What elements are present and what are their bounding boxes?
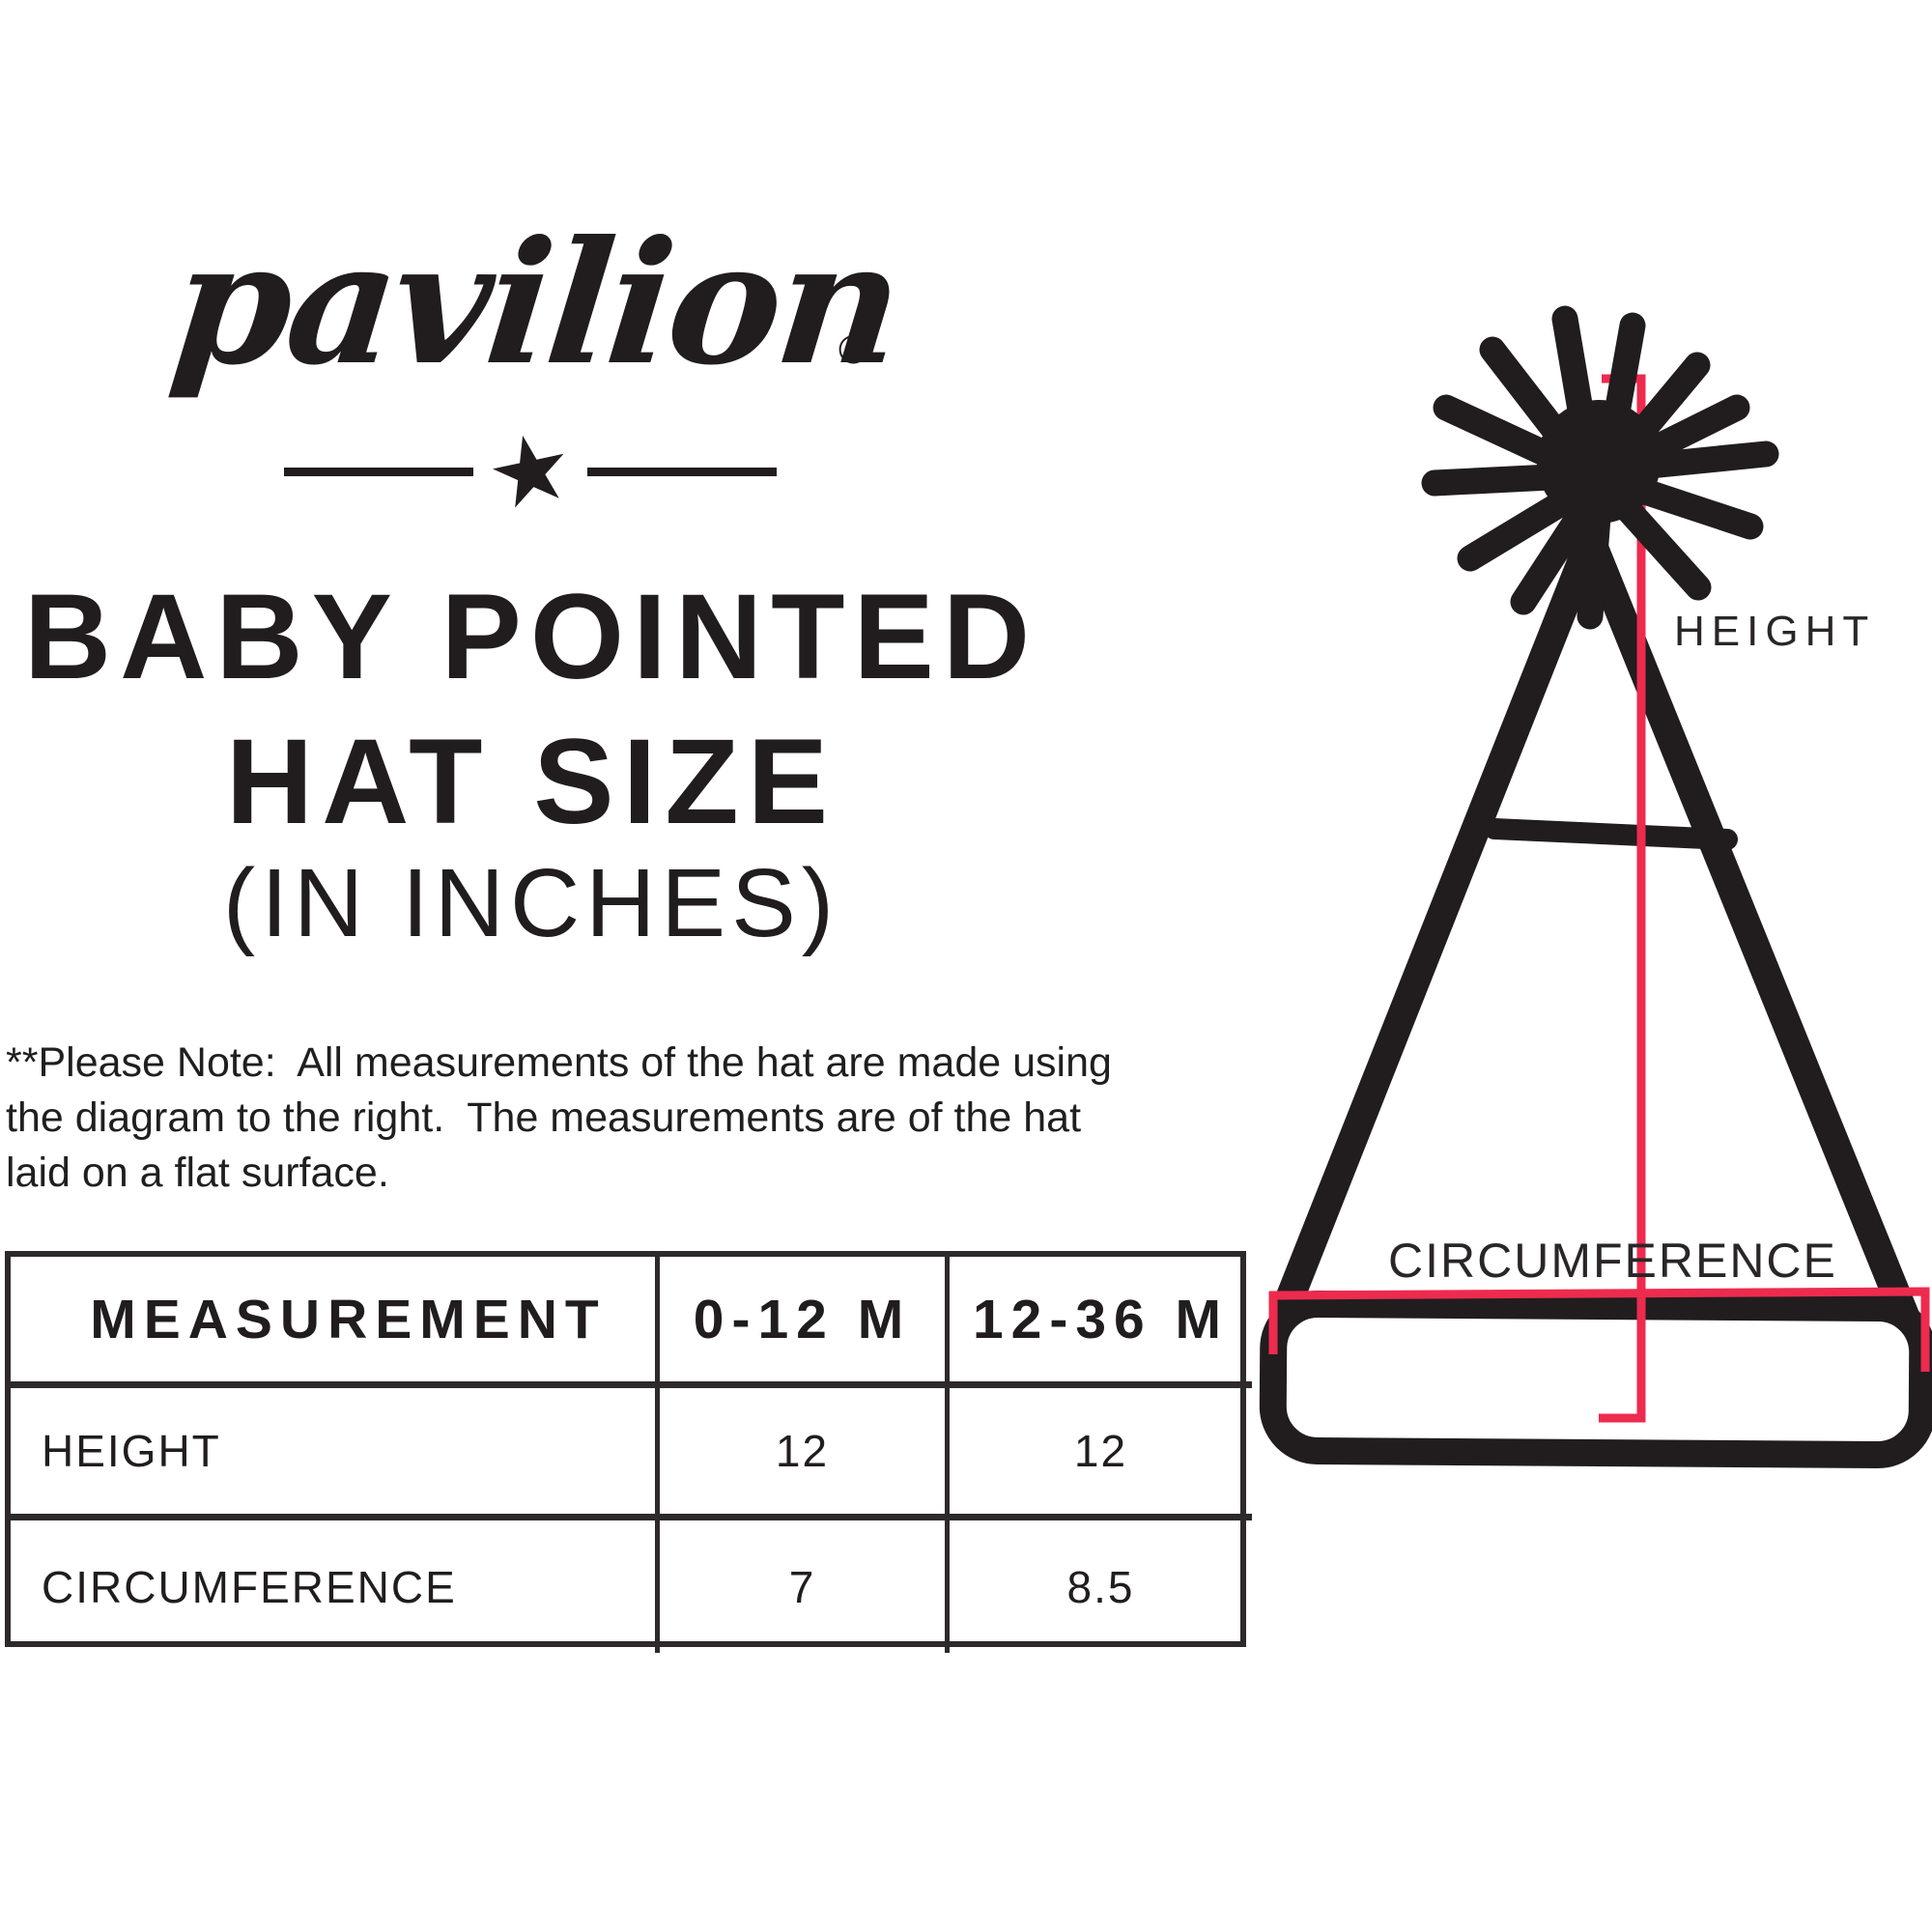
table-header-12-36m: 12-36 M	[950, 1257, 1252, 1388]
page-title: BABY POINTED HAT SIZE	[0, 565, 1063, 855]
note-line2: the diagram to the right. The measuremen…	[6, 1094, 1082, 1141]
table-header-measurement: MEASUREMENT	[11, 1257, 660, 1388]
note-line1: **Please Note: All measurements of the h…	[6, 1039, 1112, 1086]
registered-trademark-icon: ®	[838, 327, 868, 372]
pom-pom-icon	[1421, 305, 1779, 630]
page-title-line1: BABY POINTED	[23, 570, 1039, 704]
logo-rule-right	[586, 467, 777, 476]
table-row-height-value-12-36m: 12	[950, 1388, 1252, 1520]
hat-brim	[1259, 1290, 1932, 1469]
diagram-circumference-label: CIRCUMFERENCE	[1388, 1234, 1837, 1288]
table-row-circumference-value-0-12m: 7	[660, 1520, 950, 1653]
table-row-circumference-value-12-36m: 8.5	[1066, 1561, 1135, 1612]
logo-rule-left	[284, 467, 473, 476]
table-row-height-value-0-12m: 12	[660, 1388, 950, 1520]
hat-cone	[1272, 528, 1919, 1330]
table-row-circumference-label: CIRCUMFERENCE	[11, 1520, 660, 1653]
page-title-line2: HAT SIZE	[225, 715, 838, 849]
size-table: MEASUREMENT 0-12 M 12-36 M HEIGHT 12 12 …	[5, 1251, 1252, 1653]
note-line3: laid on a flat surface.	[6, 1150, 389, 1196]
circumference-measure-line	[1268, 1287, 1930, 1372]
diagram-height-label: HEIGHT	[1674, 608, 1875, 655]
table-row-height-label: HEIGHT	[11, 1388, 660, 1520]
logo-underline: ★	[284, 409, 777, 534]
table-header-0-12m: 0-12 M	[660, 1257, 950, 1388]
note-text: **Please Note: All measurements of the h…	[6, 1036, 1165, 1201]
page-subtitle: (IN INCHES)	[222, 849, 840, 957]
